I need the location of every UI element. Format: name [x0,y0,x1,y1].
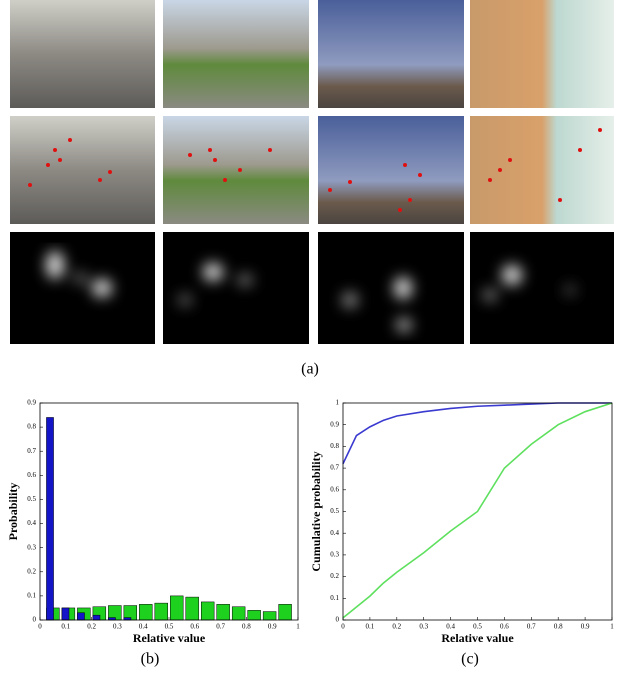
x-axis-title: Relative value [133,631,206,645]
y-tick-label: 0.8 [27,423,36,431]
x-tick-label: 0.2 [392,623,401,631]
photo [10,0,155,108]
x-tick-label: 0.3 [419,623,428,631]
x-tick-label: 0.9 [581,623,590,631]
x-tick-label: 0.4 [446,623,455,631]
photo [163,0,309,108]
photo [163,116,309,224]
x-tick-label: 0.8 [242,623,251,631]
bar [93,615,100,620]
x-tick-label: 0.4 [139,623,148,631]
bar [263,612,276,620]
x-tick-label: 0.3 [113,623,122,631]
y-tick-label: 0.2 [27,567,36,575]
photo [470,0,614,108]
y-tick-label: 0.9 [27,399,36,407]
bar [186,597,199,620]
y-tick-label: 0.7 [330,464,339,472]
y-tick-label: 0.9 [330,420,339,428]
bar [201,602,214,620]
bar [279,604,292,620]
figure: (a) (b) (c) 0 0.1 0.2 0.3 0.4 0.5 0.6 0.7 0.8 0.9… [0,0,620,676]
y-tick-label: 0.7 [27,447,36,455]
fixation-row [10,116,614,224]
x-tick-label: 0.6 [190,623,199,631]
x-tick-label: 0.5 [473,623,482,631]
heatmap [318,232,464,344]
y-tick-label: 0.6 [27,471,36,479]
bar [46,417,53,620]
y-axis-title: Cumulative probability [309,451,323,571]
photo-row [10,0,614,108]
saliency-row [10,232,614,344]
x-tick-label: 0 [341,623,345,631]
photo [10,116,155,224]
y-tick-label: 0.5 [27,495,36,503]
x-tick-label: 0.2 [87,623,96,631]
panel-label: (b) [141,651,160,668]
y-tick-label: 0.4 [330,529,339,537]
x-tick-label: 1 [296,623,300,631]
bar [170,596,183,620]
bar [232,607,245,620]
x-tick-label: 0.6 [500,623,509,631]
plot-frame [40,403,298,620]
y-tick-label: 0.3 [330,551,339,559]
bar [77,613,84,620]
y-tick-label: 0.2 [330,572,339,580]
x-tick-label: 0 [38,623,42,631]
panel-label: (a) [301,361,319,378]
x-tick-label: 0.7 [527,623,536,631]
bar [248,610,261,620]
photo [318,0,464,108]
y-tick-label: 0.1 [330,594,339,602]
y-tick-label: 0.8 [330,442,339,450]
x-tick-label: 0.7 [216,623,225,631]
y-axis-title: Probability [6,483,20,541]
line [343,403,612,618]
bar [217,604,230,620]
y-tick-label: 0 [33,616,37,624]
x-tick-label: 0.1 [61,623,70,631]
y-tick-label: 0.1 [27,591,36,599]
photo [318,116,464,224]
x-tick-label: 0.1 [366,623,375,631]
bar [139,604,152,620]
x-tick-label: 1 [610,623,614,631]
x-tick-label: 0.8 [554,623,563,631]
x-tick-label: 0.5 [165,623,174,631]
bar [62,608,69,620]
x-tick-label: 0.9 [268,623,277,631]
panel-label: (c) [461,651,479,668]
line [343,403,612,464]
heatmap [470,232,614,344]
heatmap [163,232,309,344]
figure-canvas: (a) (b) (c) 0 0.1 0.2 0.3 0.4 0.5 0.6 0.7 0.8 0.9… [0,0,620,676]
bar [155,603,168,620]
x-axis-title: Relative value [441,631,514,645]
y-tick-label: 0.4 [27,519,36,527]
y-tick-label: 0.6 [330,485,339,493]
photo [470,116,614,224]
y-tick-label: 0.5 [330,507,339,515]
heatmap [10,232,155,344]
y-tick-label: 0 [336,616,340,624]
y-tick-label: 1 [336,399,340,407]
y-tick-label: 0.3 [27,543,36,551]
